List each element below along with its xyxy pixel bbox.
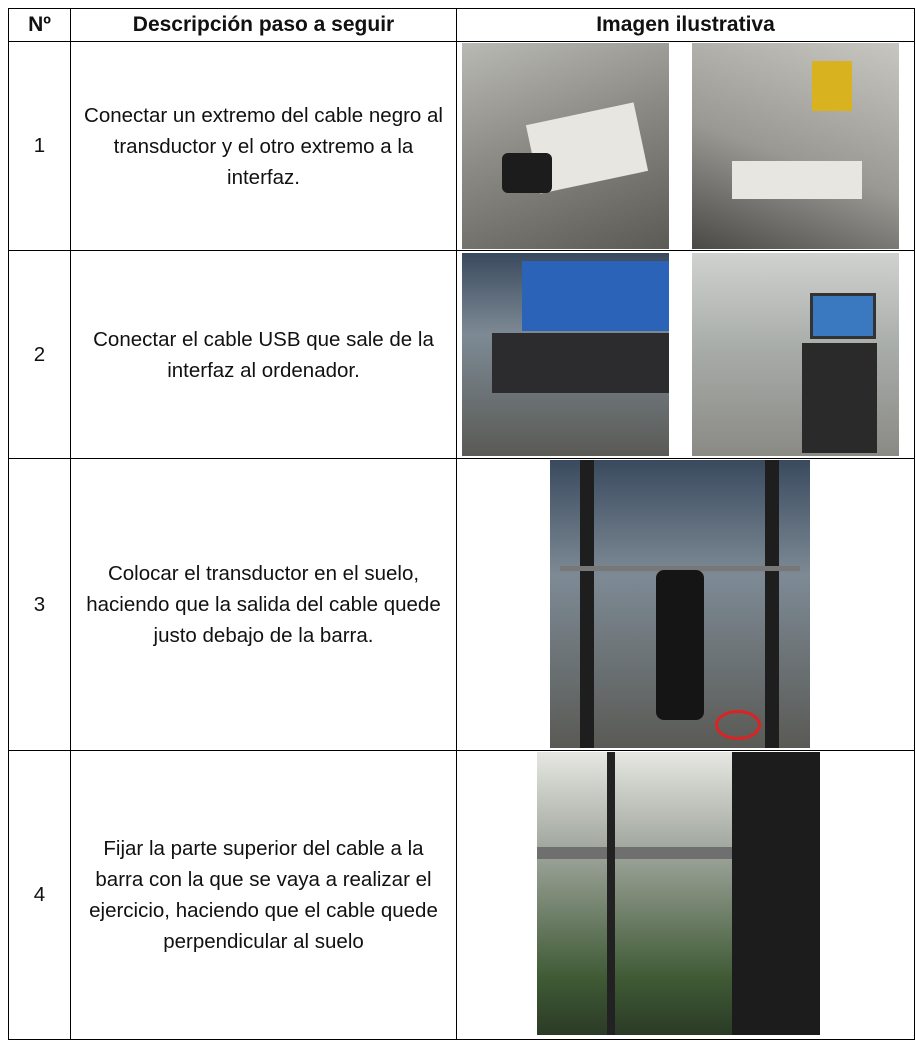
photo [462, 43, 669, 249]
step-text: Conectar el cable USB que sale de la int… [70, 250, 457, 459]
transducer [502, 153, 552, 193]
header-cell: Descripción paso a seguir [70, 8, 457, 42]
mat [802, 343, 877, 453]
step-text: Colocar el transductor en el suelo, haci… [70, 458, 457, 751]
interface-box [732, 161, 862, 199]
step-number: 1 [8, 41, 71, 251]
bar [560, 566, 800, 571]
step-number: 3 [8, 458, 71, 751]
laptop-screen [810, 293, 876, 339]
header-cell: Imagen ilustrativa [456, 8, 915, 42]
step-text: Conectar un extremo del cable negro al t… [70, 41, 457, 251]
window-frame [607, 752, 615, 1035]
step-text: Fijar la parte superior del cable a la b… [70, 750, 457, 1040]
rack [732, 752, 820, 1035]
laptop-base [492, 333, 669, 393]
yellow-part [812, 61, 852, 111]
person [656, 570, 704, 720]
rack [765, 460, 779, 748]
photo [537, 752, 820, 1035]
photo [550, 460, 810, 748]
photo [692, 253, 899, 456]
photo [462, 253, 669, 456]
photo [692, 43, 899, 249]
step-number: 4 [8, 750, 71, 1040]
highlight [715, 710, 761, 740]
step-number: 2 [8, 250, 71, 459]
header-cell: Nº [8, 8, 71, 42]
laptop-screen [522, 261, 669, 331]
rack [580, 460, 594, 748]
